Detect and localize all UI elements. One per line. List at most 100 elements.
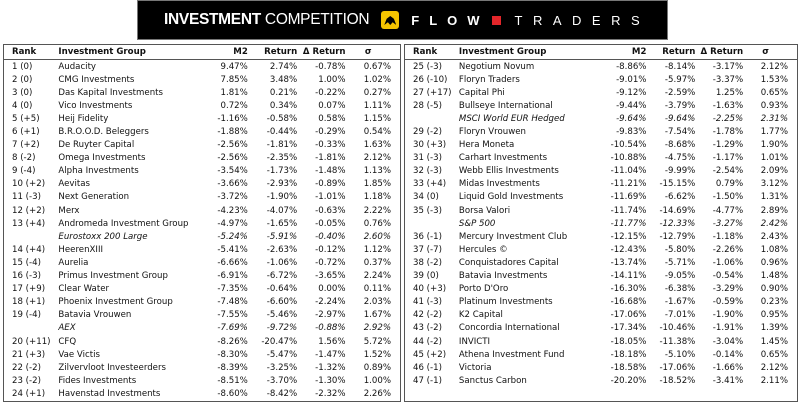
group-name-cell: Havenstad Investments	[58, 388, 161, 399]
return-cell: -5.80%	[664, 244, 696, 255]
group-name-cell: Vico Investments	[58, 100, 133, 111]
column-header-sigma: σ	[743, 45, 797, 60]
delta-return-cell: -0.63%	[315, 205, 346, 216]
sigma-cell: 0.93%	[760, 100, 788, 111]
group-name-cell: Bullseye International	[458, 100, 553, 111]
group-name-cell: Floryn Traders	[458, 74, 520, 85]
title-bold: INVESTMENT	[164, 11, 261, 28]
return-cell: -1.90%	[266, 192, 298, 203]
m2-cell: -10.88%	[610, 153, 647, 164]
table-row: 28 (-5) Bullseye International -9.44% -3.79…	[405, 99, 797, 112]
m2-cell: -7.35%	[217, 284, 248, 295]
return-cell: -1.73%	[266, 166, 298, 177]
group-name-cell: B.R.O.O.D. Beleggers	[58, 127, 149, 138]
rank-cell: 41 (-3)	[413, 297, 442, 308]
group-name-cell: Eurostoxx 200 Large	[58, 231, 148, 242]
table-row: 31 (-3) Carhart Investments -10.88% -4.75% -…	[405, 152, 797, 165]
delta-return-cell: -0.88%	[315, 323, 346, 334]
m2-cell: -18.58%	[610, 362, 647, 373]
table-row: 40 (+3) Porto D'Oro -16.30% -6.38% -3.29% 0.9…	[405, 283, 797, 296]
sigma-cell: 3.12%	[760, 179, 788, 190]
rank-cell: 3 (0)	[12, 87, 33, 98]
delta-return-cell: -1.17%	[712, 153, 744, 164]
return-cell: -9.05%	[664, 271, 696, 282]
table-row: 18 (+1) Phoenix Investment Group -7.48% -6.…	[4, 296, 400, 309]
group-name-cell: INVICTI	[458, 336, 491, 347]
rank-cell: 27 (+17)	[413, 87, 452, 98]
sigma-cell: 0.54%	[363, 127, 391, 138]
sigma-cell: 1.77%	[760, 127, 788, 138]
delta-return-cell: -3.37%	[712, 74, 744, 85]
m2-cell: -13.74%	[610, 257, 647, 268]
table-row: 21 (+3) Vae Victis -8.30% -5.47% -1.47% 1.52%	[4, 348, 400, 361]
delta-return-cell: 0.07%	[318, 100, 346, 111]
table-row: 1 (0) Audacity 9.47% 2.74% -0.78% 0.67%	[4, 60, 400, 74]
m2-cell: -3.66%	[217, 179, 248, 190]
sigma-cell: 1.48%	[760, 271, 788, 282]
delta-return-cell: 1.56%	[318, 336, 346, 347]
rank-cell: 19 (-4)	[12, 310, 41, 321]
table-row: 26 (-10) Floryn Traders -9.01% -5.97% -3.37%…	[405, 73, 797, 86]
rank-cell: 26 (-10)	[413, 74, 448, 85]
delta-return-cell: 0.79%	[715, 179, 744, 190]
delta-return-cell: -0.22%	[315, 87, 346, 98]
sigma-cell: 1.08%	[760, 244, 788, 255]
return-cell: -3.79%	[664, 100, 696, 111]
group-name-cell: MSCI World EUR Hedged	[458, 113, 565, 124]
rank-cell: 34 (0)	[413, 192, 439, 203]
m2-cell: -9.44%	[616, 100, 647, 111]
return-cell: 2.74%	[269, 61, 298, 72]
rank-cell	[4, 322, 58, 335]
rank-cell: 5 (+5)	[12, 113, 40, 124]
return-cell: -6.38%	[664, 284, 696, 295]
delta-return-cell: -3.17%	[712, 61, 744, 72]
rank-cell: 45 (+2)	[413, 349, 447, 360]
rank-cell: 23 (-2)	[12, 375, 41, 386]
sigma-cell: 0.37%	[363, 257, 391, 268]
rank-cell: 9 (-4)	[12, 166, 36, 177]
sigma-cell: 1.11%	[363, 100, 391, 111]
m2-cell: -7.48%	[217, 297, 248, 308]
rank-cell	[405, 112, 459, 125]
rank-cell: 43 (-2)	[413, 323, 442, 334]
sigma-cell: 2.43%	[760, 231, 788, 242]
return-cell: -1.06%	[266, 257, 298, 268]
sigma-cell: 2.60%	[363, 231, 391, 242]
group-name-cell: Negotium Novum	[458, 61, 535, 72]
rank-cell: 20 (+11)	[12, 336, 51, 347]
group-name-cell: AEX	[58, 323, 76, 334]
m2-cell: -18.18%	[610, 349, 647, 360]
table-row: 8 (-2) Omega Investments -2.56% -2.35% -1.81…	[4, 152, 400, 165]
sigma-cell: 2.22%	[363, 205, 391, 216]
return-cell: -12.79%	[659, 231, 696, 242]
sigma-cell: 1.90%	[760, 140, 788, 151]
sigma-cell: 1.12%	[363, 244, 391, 255]
delta-return-cell: -0.78%	[315, 61, 346, 72]
delta-return-cell: -1.01%	[315, 192, 346, 203]
return-cell: -3.25%	[266, 362, 298, 373]
return-cell: -8.14%	[664, 61, 696, 72]
return-cell: -1.65%	[266, 218, 298, 229]
delta-return-cell: -0.89%	[315, 179, 346, 190]
group-name-cell: Hercules ©	[458, 244, 508, 255]
delta-return-cell: -2.26%	[712, 244, 744, 255]
brand-traders: TRADERS	[514, 12, 651, 28]
m2-cell: -18.05%	[610, 336, 647, 347]
sigma-cell: 2.11%	[760, 375, 788, 386]
m2-cell: -17.06%	[610, 310, 647, 321]
m2-cell: -5.24%	[217, 231, 248, 242]
m2-cell: -9.01%	[616, 74, 647, 85]
table-row: 46 (-1) Victoria -18.58% -17.06% -1.66% 2.12%	[405, 361, 797, 374]
table-row: 47 (-1) Sanctus Carbon -20.20% -18.52% -3.41…	[405, 374, 797, 387]
return-cell: -4.75%	[664, 153, 696, 164]
delta-return-cell: -3.65%	[315, 271, 346, 282]
rank-cell: 40 (+3)	[413, 284, 447, 295]
group-name-cell: Capital Phi	[458, 87, 505, 98]
header-banner: INVESTMENT COMPETITION FLOW TRADERS	[137, 0, 668, 40]
group-name-cell: Mercury Investment Club	[458, 231, 568, 242]
group-name-cell: CMG Investments	[58, 74, 135, 85]
return-cell: -8.68%	[664, 140, 696, 151]
sigma-cell: 2.12%	[760, 362, 788, 373]
return-cell: -1.81%	[266, 140, 298, 151]
delta-return-cell: -2.24%	[315, 297, 346, 308]
